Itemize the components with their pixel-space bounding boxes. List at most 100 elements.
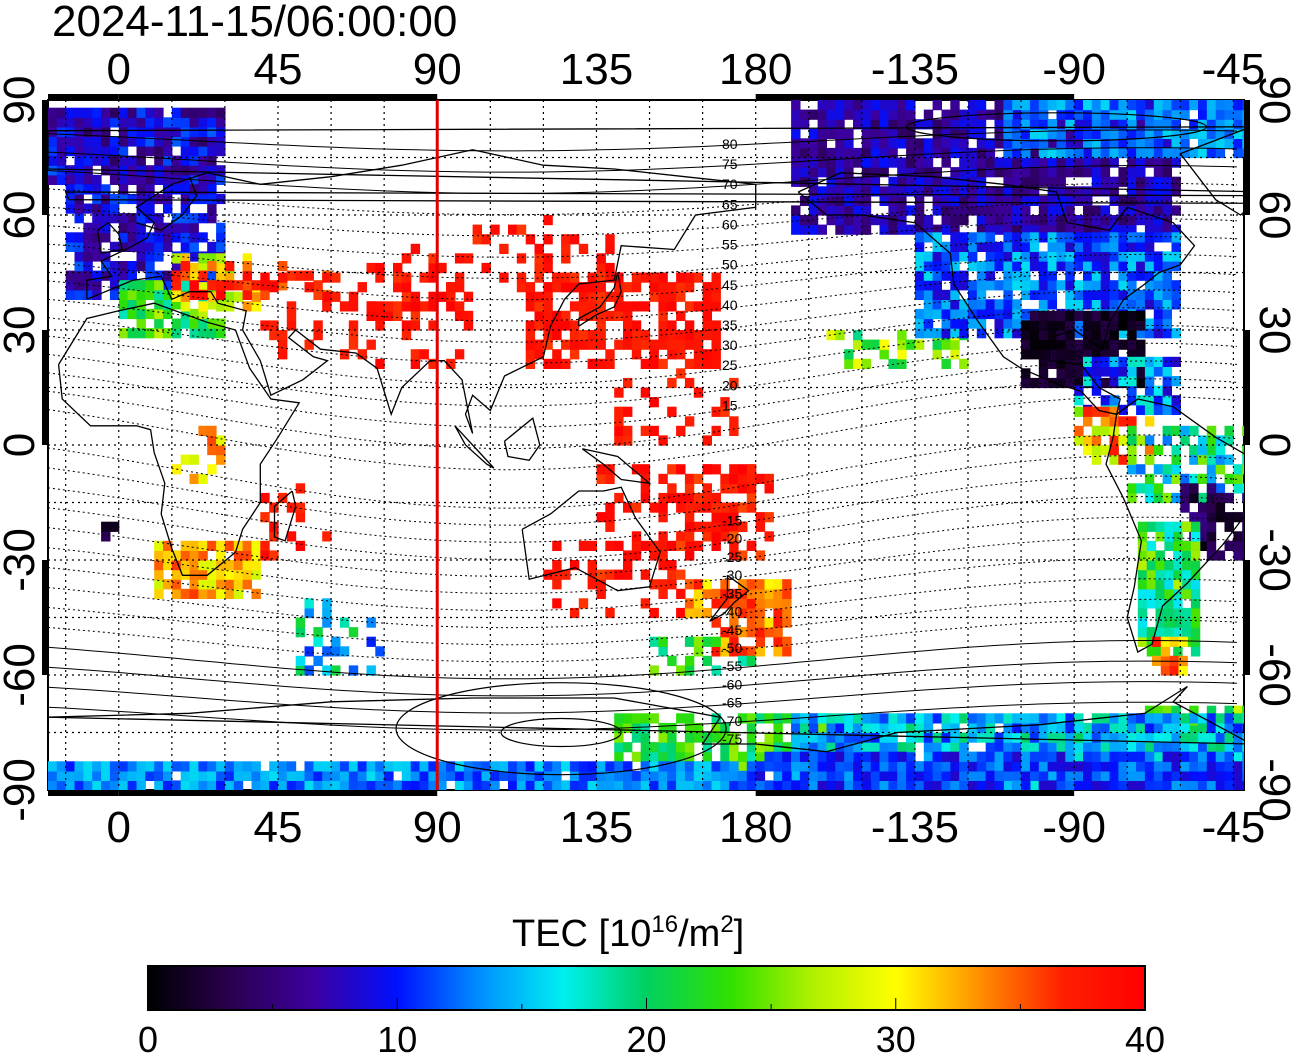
mag-lat-contour [48, 619, 1237, 663]
tec-patch [826, 330, 969, 369]
tec-heatmap-layer [48, 100, 1244, 790]
top-lon-tick: 135 [560, 45, 633, 94]
tec-patch [614, 368, 739, 446]
frame-bar [118, 790, 438, 796]
coastline [797, 172, 1196, 416]
top-lon-tick: -45 [1202, 45, 1266, 94]
bottom-lon-tick: -135 [871, 803, 959, 852]
left-lat-tick: 60 [0, 191, 44, 240]
mag-lat-contour [48, 475, 1237, 543]
contour-label: -70 [722, 713, 742, 729]
mag-lat-contour [48, 253, 1237, 301]
contour-label: -55 [722, 658, 742, 674]
frame-bar [1244, 100, 1250, 215]
mag-lat-contour [48, 455, 1237, 526]
contour-label: -25 [722, 549, 742, 565]
top-lon-tick: 0 [107, 45, 131, 94]
tec-patch [525, 272, 721, 369]
contour-label: -40 [722, 604, 742, 620]
mag-lat-contour [48, 378, 1237, 449]
bottom-longitude-ticks: 0 45 90 135 180 -135 -90 -45 [107, 803, 1266, 852]
coastline [581, 448, 652, 485]
bottom-lon-tick: 90 [413, 803, 462, 852]
contour-label: 40 [722, 297, 738, 313]
left-lat-tick: 0 [0, 433, 44, 457]
contour-label: 25 [722, 357, 738, 373]
mag-lat-contour [48, 537, 1237, 594]
mag-lat-contour [48, 681, 1237, 714]
colorbar-tick-label: 30 [876, 1019, 916, 1057]
bottom-lon-tick: 0 [107, 803, 131, 852]
mag-lat-contour [48, 200, 1237, 237]
left-lat-tick: -90 [0, 758, 44, 822]
right-lat-tick: 60 [1250, 191, 1294, 240]
top-lon-tick: -90 [1042, 45, 1106, 94]
contour-label: 60 [722, 216, 738, 232]
left-lat-tick: -30 [0, 528, 44, 592]
mag-lat-contour [48, 396, 1237, 471]
frame-bar [48, 94, 119, 100]
right-lat-tick: -60 [1250, 643, 1294, 707]
mag-pole-contour-north [905, 112, 1208, 142]
mag-lat-contour [48, 578, 1237, 629]
left-lat-tick: -60 [0, 643, 44, 707]
contour-label: 70 [722, 176, 738, 192]
mag-lat-contour [48, 236, 1237, 279]
bottom-lon-tick: 135 [560, 803, 633, 852]
mag-lat-contour [48, 342, 1237, 407]
tec-patch [101, 521, 120, 542]
top-lon-tick: 45 [254, 45, 303, 94]
tec-patch [684, 464, 774, 561]
mag-lat-contour [48, 360, 1237, 428]
contour-label: -15 [722, 512, 742, 528]
tec-patch [1003, 100, 1244, 159]
coastline [578, 272, 622, 327]
mag-lat-contour [48, 218, 1237, 258]
right-lat-tick: -90 [1250, 758, 1294, 822]
coastline [136, 176, 198, 232]
right-lat-tick: 0 [1250, 433, 1294, 457]
magnetic-latitude-contours [48, 112, 1237, 776]
contour-label: -20 [722, 531, 742, 547]
tec-patch [684, 579, 792, 657]
tec-patch [1137, 521, 1201, 657]
colorbar-title: TEC [1016/m2] [512, 911, 744, 955]
top-lon-tick: 90 [413, 45, 462, 94]
bottom-lon-tick: 180 [719, 803, 792, 852]
mag-pole-contour-south-outer [395, 682, 727, 776]
tec-patch [48, 761, 757, 790]
tec-patch [401, 243, 465, 369]
mag-lat-contour [48, 557, 1237, 611]
frame-bar [48, 790, 119, 796]
frame-bar [42, 100, 48, 215]
tec-patch [1074, 356, 1181, 415]
coastline [57, 302, 301, 576]
colorbar-tick-label: 40 [1125, 1019, 1165, 1057]
contour-label: 50 [722, 257, 738, 273]
contour-label: -65 [722, 695, 742, 711]
tec-patch [48, 107, 226, 185]
contour-label: -60 [722, 676, 742, 692]
frame-bar [1244, 330, 1250, 445]
tec-patch [154, 540, 261, 599]
coastline [1105, 398, 1244, 653]
contour-label: -30 [722, 567, 742, 583]
mag-lat-contour [48, 325, 1237, 386]
bottom-lon-tick: -90 [1042, 803, 1106, 852]
right-lat-tick: 30 [1250, 306, 1294, 355]
tec-patch [649, 636, 757, 676]
tec-patch [260, 272, 385, 369]
coastline [48, 126, 1244, 216]
contour-label: 30 [722, 337, 738, 353]
tec-patch [755, 751, 1244, 790]
right-latitude-ticks: 90 60 30 0 -30 -60 -90 [1250, 76, 1294, 822]
frame-bar [755, 790, 1075, 796]
contour-label: 75 [722, 156, 738, 172]
contour-label: 80 [722, 136, 738, 152]
mag-pole-contour-south [500, 717, 622, 748]
frame-bar [755, 94, 1075, 100]
contour-label: 15 [722, 397, 738, 413]
coastline [709, 574, 750, 622]
